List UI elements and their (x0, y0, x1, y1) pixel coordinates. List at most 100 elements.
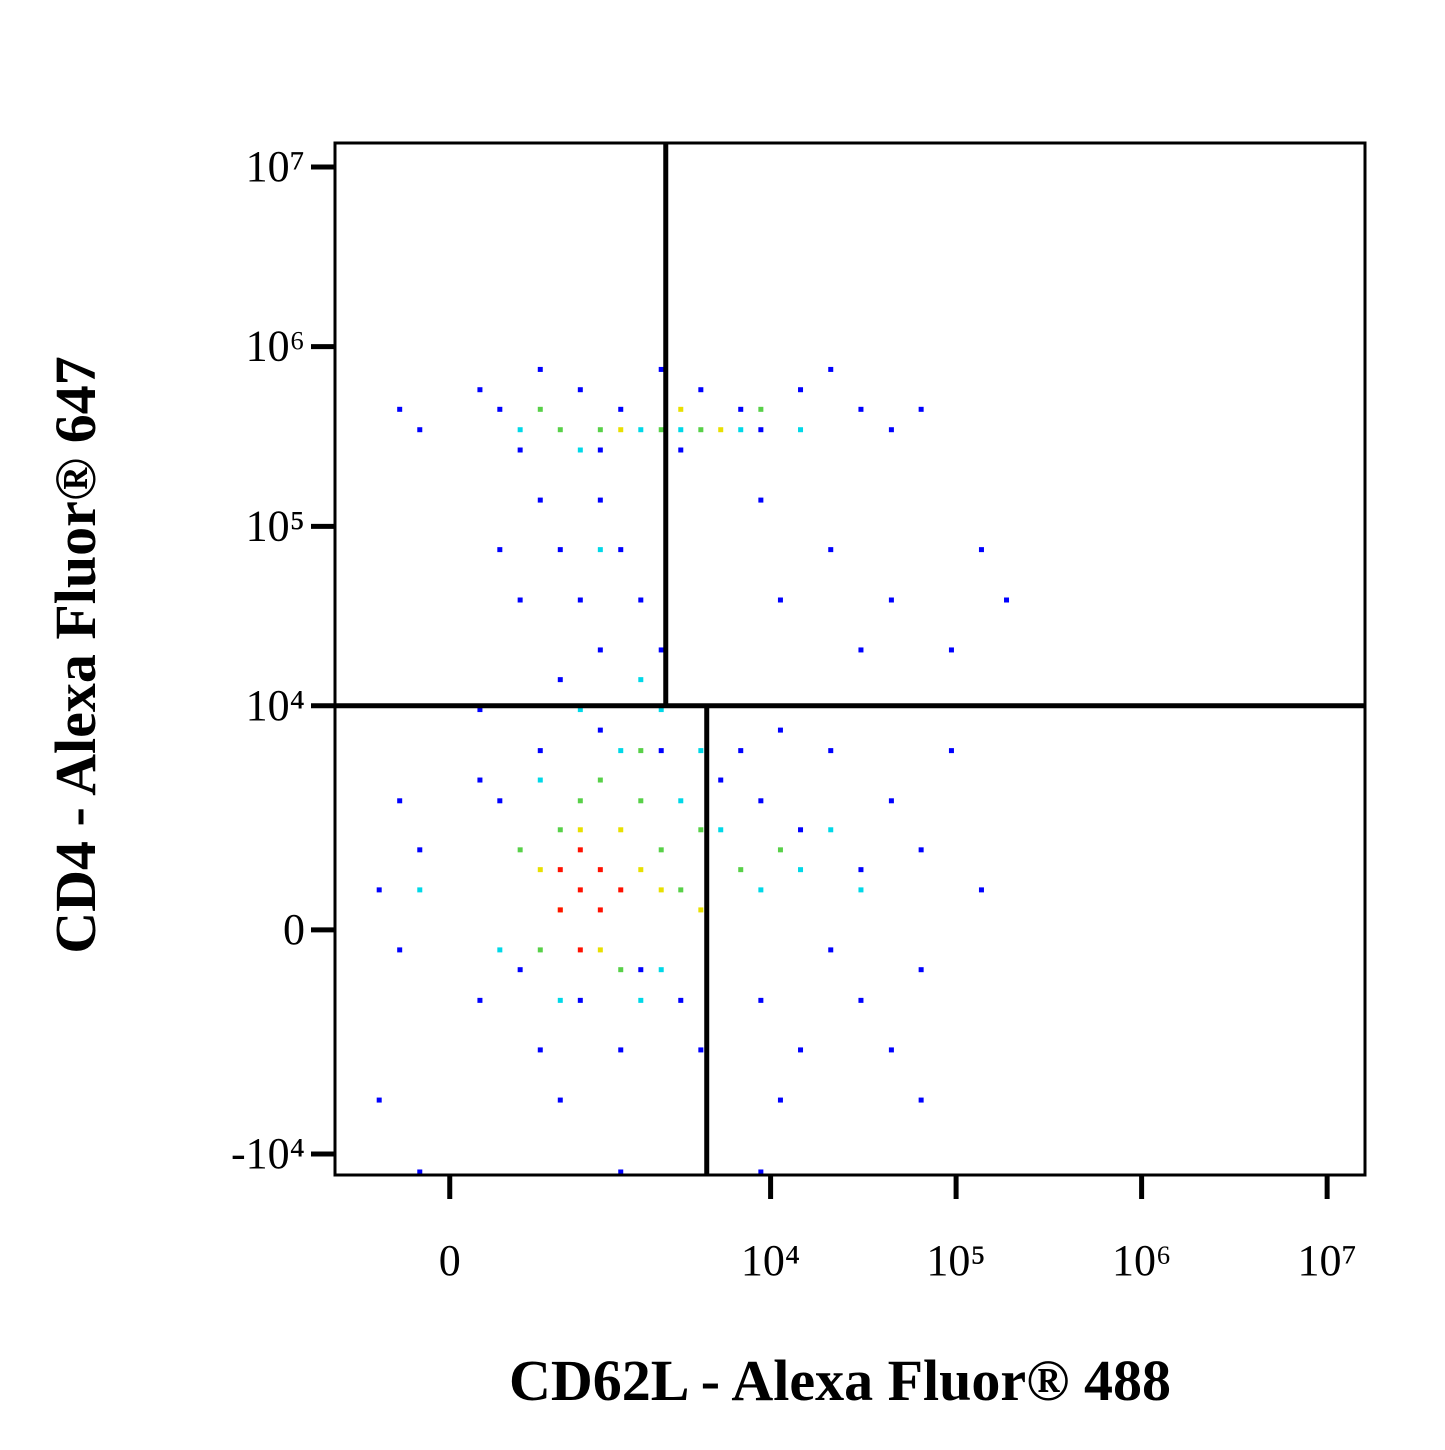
event-point (618, 967, 624, 973)
event-point (828, 366, 834, 372)
event-point (828, 827, 834, 833)
event-point (738, 406, 744, 412)
event-point (678, 427, 684, 433)
event-point (537, 748, 543, 754)
event-point (888, 798, 894, 804)
y-axis-title: CD4 - Alexa Fluor® 647 (43, 356, 108, 954)
event-point (758, 798, 764, 804)
event-point (918, 967, 924, 973)
event-point (557, 547, 563, 553)
event-point (537, 497, 543, 503)
event-point (477, 997, 483, 1003)
event-point (798, 1047, 804, 1053)
event-point (858, 887, 864, 893)
event-point (888, 427, 894, 433)
event-point (638, 997, 644, 1003)
event-point (597, 497, 603, 503)
event-point (758, 1169, 764, 1175)
event-point (978, 887, 984, 893)
x-tick-label: 0 (439, 1236, 461, 1285)
event-point (597, 907, 603, 913)
event-point (537, 1047, 543, 1053)
event-point (738, 867, 744, 873)
event-point (618, 887, 624, 893)
event-point (948, 748, 954, 754)
event-point (758, 427, 764, 433)
event-point (658, 748, 664, 754)
event-point (858, 867, 864, 873)
event-point (376, 1097, 382, 1103)
event-point (537, 777, 543, 783)
event-point (417, 1169, 423, 1175)
event-point (678, 887, 684, 893)
event-point (658, 366, 664, 372)
event-point (597, 647, 603, 653)
event-point (638, 798, 644, 804)
event-point (798, 387, 804, 393)
event-point (537, 406, 543, 412)
event-point (557, 867, 563, 873)
event-point (537, 947, 543, 953)
event-point (577, 387, 583, 393)
event-point (758, 997, 764, 1003)
event-point (948, 647, 954, 653)
event-point (718, 777, 724, 783)
event-point (577, 947, 583, 953)
event-point (597, 867, 603, 873)
event-point (738, 748, 744, 754)
event-point (497, 798, 503, 804)
event-point (597, 777, 603, 783)
event-point (698, 427, 704, 433)
event-point (798, 427, 804, 433)
event-point (497, 547, 503, 553)
event-point (597, 427, 603, 433)
event-point (477, 707, 483, 713)
event-point (597, 547, 603, 553)
event-point (918, 847, 924, 853)
event-point (658, 887, 664, 893)
event-point (828, 947, 834, 953)
event-point (577, 597, 583, 603)
event-point (638, 597, 644, 603)
event-point (597, 447, 603, 453)
event-point (537, 366, 543, 372)
event-point (658, 647, 664, 653)
event-point (618, 406, 624, 412)
event-point (577, 887, 583, 893)
event-point (758, 497, 764, 503)
event-point (918, 406, 924, 412)
event-point (798, 827, 804, 833)
event-point (698, 827, 704, 833)
y-tick-label: 10⁷ (246, 142, 305, 191)
x-tick-label: 10⁵ (926, 1236, 985, 1285)
event-point (517, 847, 523, 853)
event-point (678, 997, 684, 1003)
event-point (577, 847, 583, 853)
plot-frame (333, 141, 1367, 1177)
event-point (718, 427, 724, 433)
event-point (557, 997, 563, 1003)
event-point (777, 1097, 783, 1103)
event-point (477, 387, 483, 393)
event-point (758, 406, 764, 412)
event-point (497, 947, 503, 953)
event-point (658, 707, 664, 713)
event-point (517, 427, 523, 433)
event-point (557, 827, 563, 833)
event-point (1004, 597, 1010, 603)
event-point (618, 748, 624, 754)
event-point (517, 967, 523, 973)
event-point (777, 727, 783, 733)
event-point (397, 798, 403, 804)
event-point (557, 677, 563, 683)
event-point (888, 1047, 894, 1053)
event-point (557, 1097, 563, 1103)
y-tick-label: 0 (283, 905, 305, 954)
event-point (698, 748, 704, 754)
event-point (397, 947, 403, 953)
y-tick-label: -10⁴ (231, 1129, 305, 1178)
event-point (517, 447, 523, 453)
event-point (376, 887, 382, 893)
event-point (698, 907, 704, 913)
